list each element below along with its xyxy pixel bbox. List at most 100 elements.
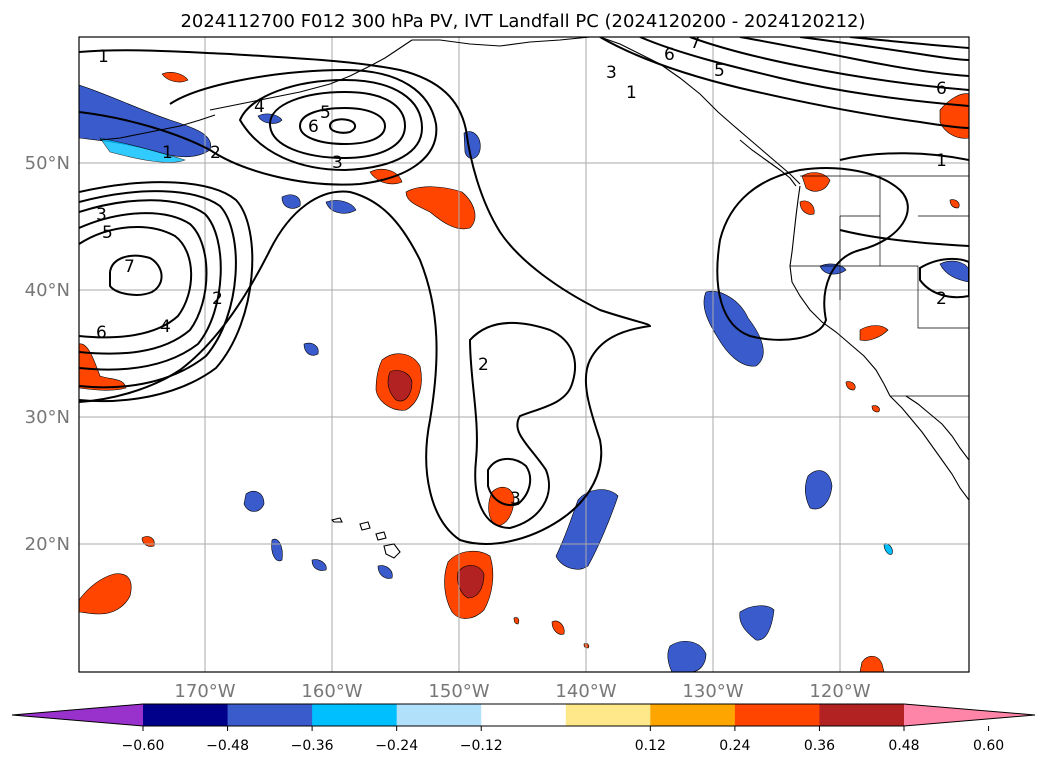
contour-alaska-low-4 xyxy=(238,78,424,172)
contour-ne-1 xyxy=(599,37,969,129)
shade-blue-12 xyxy=(804,470,833,510)
contour-label: 5 xyxy=(714,61,725,81)
contour-alaska-low-3 xyxy=(169,68,438,186)
contour-labels: 1 2 3 4 5 6 7 1 2 3 4 5 6 7 1 3 5 6 7 1 … xyxy=(96,33,947,509)
shade-orange-19 xyxy=(513,617,520,625)
contour-west-low-7 xyxy=(109,254,163,296)
contour-label: 7 xyxy=(690,33,701,53)
contour-label: 4 xyxy=(254,97,265,117)
contour-label: 3 xyxy=(606,63,617,83)
map-area: 1 2 3 4 5 6 7 1 2 3 4 5 6 7 1 3 5 6 7 1 … xyxy=(79,33,969,672)
colorbar-extend-high xyxy=(904,704,1035,726)
lon-label-140w: 140°W xyxy=(555,681,616,702)
contour-alaska-low-5 xyxy=(268,90,407,160)
colorbar-tick-label: 0.12 xyxy=(635,738,666,754)
contour-label: 3 xyxy=(96,205,107,225)
contour-ne-3 xyxy=(689,37,969,91)
colorbar-tick-label: −0.24 xyxy=(375,738,418,754)
contour-east-2 xyxy=(919,257,969,299)
contour-label: 2 xyxy=(478,355,489,375)
longitude-labels: 170°W 160°W 150°W 140°W 130°W 120°W xyxy=(174,681,870,702)
contour-east-3 xyxy=(839,229,969,247)
shade-blue-1 xyxy=(281,194,301,209)
contour-label: 2 xyxy=(936,289,947,309)
colorbar-box xyxy=(565,704,651,726)
colorbar-box xyxy=(819,704,905,726)
contour-label: 1 xyxy=(162,143,173,163)
shade-blue-10 xyxy=(377,565,393,579)
pv-contours xyxy=(79,37,969,545)
contour-2-west xyxy=(79,111,211,151)
hawaii-4 xyxy=(383,543,401,559)
shade-orange-10 xyxy=(859,325,889,341)
colorbar-box xyxy=(650,704,736,726)
contour-west-low-6 xyxy=(79,226,193,339)
contour-label: 7 xyxy=(124,257,135,277)
shade-orange-11 xyxy=(845,381,856,391)
shade-blue-3 xyxy=(303,342,319,356)
hawaii-1 xyxy=(330,517,343,523)
lon-label-120w: 120°W xyxy=(809,681,870,702)
contour-label: 1 xyxy=(626,83,637,103)
colorbar-box xyxy=(143,704,229,726)
colorbar-extend-low xyxy=(12,704,143,726)
contour-alaska-low-inner xyxy=(328,118,356,134)
contour-ne-4 xyxy=(739,37,969,77)
contour-label: 1 xyxy=(936,151,947,171)
shade-orange-3 xyxy=(405,186,476,230)
contour-ne-5 xyxy=(799,37,969,61)
latitude-labels: 50°N 40°N 30°N 20°N xyxy=(25,153,70,555)
shade-blue-9 xyxy=(311,559,327,571)
contour-label: 2 xyxy=(210,143,221,163)
shade-orange-12 xyxy=(871,405,880,413)
contour-label: 6 xyxy=(308,117,319,137)
colorbar-box xyxy=(481,704,567,726)
contour-label: 5 xyxy=(102,223,113,243)
contour-west-low-3 xyxy=(79,190,237,389)
lon-label-130w: 130°W xyxy=(682,681,743,702)
contour-west-low-4 xyxy=(79,199,222,371)
colorbar-tick-label: −0.36 xyxy=(291,738,334,754)
shade-blue-6 xyxy=(939,260,969,283)
contour-label: 3 xyxy=(332,153,343,173)
colorbar-box xyxy=(734,704,820,726)
shade-orange-1 xyxy=(161,72,189,83)
contour-pacnw-1 xyxy=(716,167,909,341)
contour-west-low-5 xyxy=(79,212,208,355)
contour-west-low-2 xyxy=(79,181,254,403)
shade-orange-18 xyxy=(859,655,885,672)
lat-label-50n: 50°N xyxy=(25,153,70,174)
colorbar-box xyxy=(227,704,313,726)
positive-anomaly-shading xyxy=(79,72,969,672)
contour-label: 6 xyxy=(96,323,107,343)
colorbar-box xyxy=(396,704,482,726)
colorbar-tick-label: 0.60 xyxy=(973,738,1004,754)
coast-gulf-california xyxy=(905,395,969,461)
colorbar-tick-label: 0.48 xyxy=(888,738,919,754)
hawaii-2 xyxy=(359,521,371,531)
contour-alaska-low-6 xyxy=(298,106,387,146)
contour-label: 1 xyxy=(98,47,109,67)
map-frame xyxy=(78,36,970,673)
border-state-3 xyxy=(790,265,969,329)
shade-orange-5 xyxy=(801,172,831,192)
contour-3-center xyxy=(487,458,532,506)
lat-label-20n: 20°N xyxy=(25,534,70,555)
lon-label-170w: 170°W xyxy=(174,681,235,702)
shade-blue-4 xyxy=(703,290,764,367)
gridlines xyxy=(79,37,969,672)
colorbar: −0.60 −0.48 −0.36 −0.24 −0.12 0.12 0.24 0.36 0.4… xyxy=(11,703,1036,754)
contour-east-1 xyxy=(839,152,969,161)
shade-blue-13 xyxy=(739,605,775,641)
shade-orange-8 xyxy=(79,343,127,391)
political-borders xyxy=(790,175,969,397)
colorbar-tick-label: −0.12 xyxy=(460,738,503,754)
shade-blue-11 xyxy=(555,489,619,570)
hawaii-3 xyxy=(375,531,387,541)
colorbar-tick-label: 0.24 xyxy=(719,738,750,754)
shade-blue-8 xyxy=(271,538,283,562)
coastlines xyxy=(99,37,969,559)
contour-label: 3 xyxy=(510,489,521,509)
chart-title: 2024112700 F012 300 hPa PV, IVT Landfall… xyxy=(180,11,865,32)
contour-ne-2 xyxy=(639,37,969,107)
